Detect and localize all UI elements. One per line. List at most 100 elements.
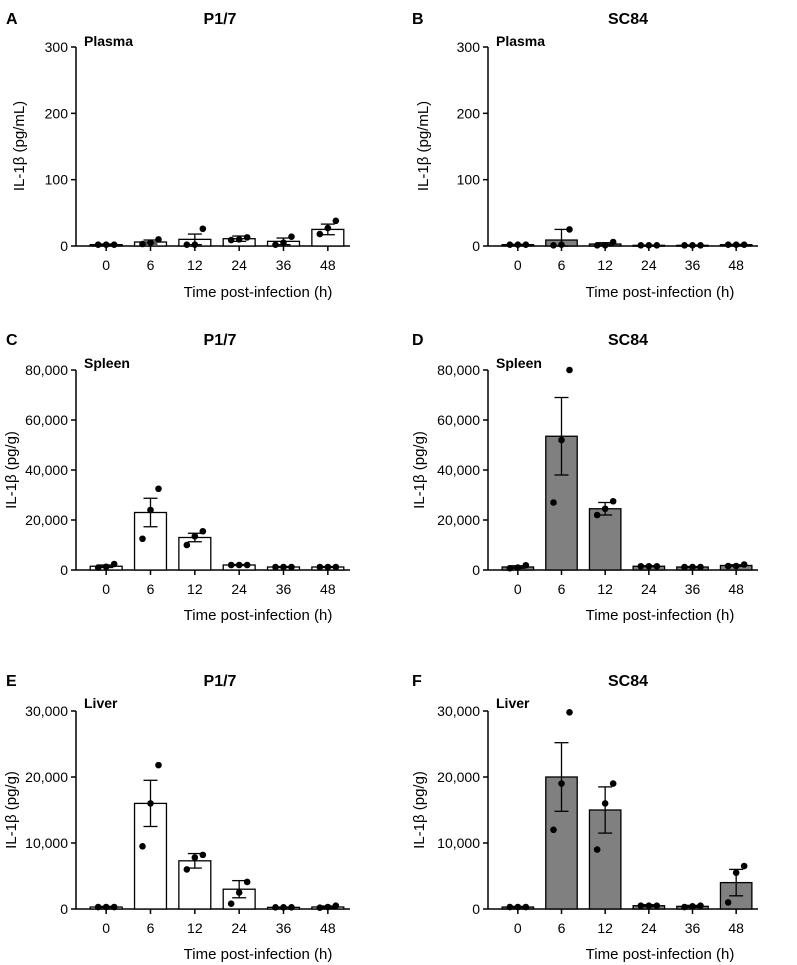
tissue-label: Liver xyxy=(84,695,118,711)
data-point xyxy=(280,904,287,911)
x-axis-title: Time post-infection (h) xyxy=(586,607,735,624)
data-point xyxy=(732,241,740,248)
data-point xyxy=(697,242,704,249)
data-point xyxy=(593,511,601,519)
y-tick-label: 40,000 xyxy=(437,462,480,478)
y-tick-label: 0 xyxy=(472,562,480,578)
data-point xyxy=(139,240,146,248)
data-point xyxy=(689,903,696,910)
data-point xyxy=(601,800,609,807)
data-point xyxy=(724,241,732,248)
x-tick-label: 48 xyxy=(320,257,336,273)
y-tick-label: 100 xyxy=(45,172,69,188)
x-tick-label: 0 xyxy=(514,257,522,273)
data-point xyxy=(199,851,207,859)
x-tick-label: 24 xyxy=(641,581,657,597)
chart-title: SC84 xyxy=(608,332,648,349)
data-point xyxy=(653,562,661,570)
y-tick-label: 60,000 xyxy=(437,412,480,428)
x-tick-label: 6 xyxy=(147,257,155,273)
x-tick-label: 36 xyxy=(276,920,292,936)
x-tick-label: 36 xyxy=(685,257,701,273)
y-tick-label: 200 xyxy=(45,105,69,121)
y-tick-label: 60,000 xyxy=(25,412,68,428)
data-point xyxy=(522,561,530,569)
data-point xyxy=(550,499,557,506)
panel-letter: F xyxy=(412,673,422,690)
y-axis-title: IL-1β (pg/g) xyxy=(411,771,428,849)
x-tick-label: 48 xyxy=(320,920,336,936)
y-tick-label: 0 xyxy=(472,901,480,917)
panel-e: E P1/7 Liver IL-1β (pg/g) Time post-infe… xyxy=(3,673,350,963)
x-tick-label: 12 xyxy=(597,257,613,273)
data-point xyxy=(609,780,617,787)
data-point xyxy=(102,563,110,571)
y-tick-label: 0 xyxy=(60,562,68,578)
tissue-label: Spleen xyxy=(496,355,542,371)
data-point xyxy=(645,902,653,909)
y-tick-label: 80,000 xyxy=(25,362,68,378)
x-axis-title: Time post-infection (h) xyxy=(184,284,333,301)
data-point xyxy=(645,242,653,249)
x-tick-label: 0 xyxy=(514,581,522,597)
plot-area: 0 100 200 300 0 6 12 24 36 48 xyxy=(457,39,758,273)
data-point xyxy=(147,239,154,246)
data-point xyxy=(332,563,340,571)
y-axis-title: IL-1β (pg/mL) xyxy=(11,101,28,191)
data-point xyxy=(102,903,110,911)
tissue-label: Plasma xyxy=(84,33,133,49)
x-tick-label: 48 xyxy=(728,920,744,936)
panel-d: D SC84 Spleen IL-1β (pg/g) Time post-inf… xyxy=(411,332,758,624)
data-point xyxy=(506,903,514,911)
x-tick-label: 0 xyxy=(102,581,110,597)
data-point xyxy=(324,224,332,232)
bar xyxy=(588,508,622,571)
data-point xyxy=(601,505,609,513)
data-point xyxy=(155,236,162,243)
x-tick-label: 36 xyxy=(276,257,292,273)
data-point xyxy=(199,225,207,233)
data-point xyxy=(288,563,295,571)
x-tick-label: 36 xyxy=(276,581,292,597)
y-tick-label: 80,000 xyxy=(437,362,480,378)
y-axis-title: IL-1β (pg/g) xyxy=(3,771,20,849)
y-tick-label: 0 xyxy=(60,238,68,254)
data-point xyxy=(566,366,573,374)
data-point xyxy=(183,241,191,248)
chart-title: P1/7 xyxy=(204,673,237,690)
data-point xyxy=(280,239,287,246)
panel-letter: A xyxy=(6,11,18,28)
data-point xyxy=(110,560,118,568)
data-point xyxy=(235,236,243,243)
data-point xyxy=(110,241,118,248)
y-tick-label: 20,000 xyxy=(437,512,480,528)
data-point xyxy=(506,241,514,248)
data-point xyxy=(316,563,324,571)
y-tick-label: 200 xyxy=(457,105,481,121)
y-tick-label: 20,000 xyxy=(25,512,68,528)
y-tick-label: 300 xyxy=(45,39,69,55)
x-tick-label: 24 xyxy=(231,581,247,597)
y-tick-label: 0 xyxy=(60,901,68,917)
x-tick-label: 12 xyxy=(597,581,613,597)
data-point xyxy=(681,563,688,571)
x-tick-label: 24 xyxy=(231,257,247,273)
data-point xyxy=(183,866,191,873)
data-point xyxy=(550,242,557,249)
data-point xyxy=(522,903,530,911)
panel-b: B SC84 Plasma IL-1β (pg/mL) Time post-in… xyxy=(412,11,758,301)
data-point xyxy=(199,527,207,535)
data-point xyxy=(697,902,704,909)
data-point xyxy=(288,233,295,241)
data-point xyxy=(724,899,732,906)
data-point xyxy=(94,564,102,571)
panel-letter: E xyxy=(6,673,17,690)
chart-title: SC84 xyxy=(608,11,648,28)
panel-a: A P1/7 Plasma IL-1β (pg/mL) Time post-in… xyxy=(6,11,350,301)
data-point xyxy=(593,242,601,249)
data-point xyxy=(235,889,243,896)
data-point xyxy=(191,241,199,248)
data-point xyxy=(653,902,661,909)
data-point xyxy=(558,241,565,248)
plot-area: 0 10,000 20,000 30,000 0 6 12 24 36 48 xyxy=(25,703,350,936)
